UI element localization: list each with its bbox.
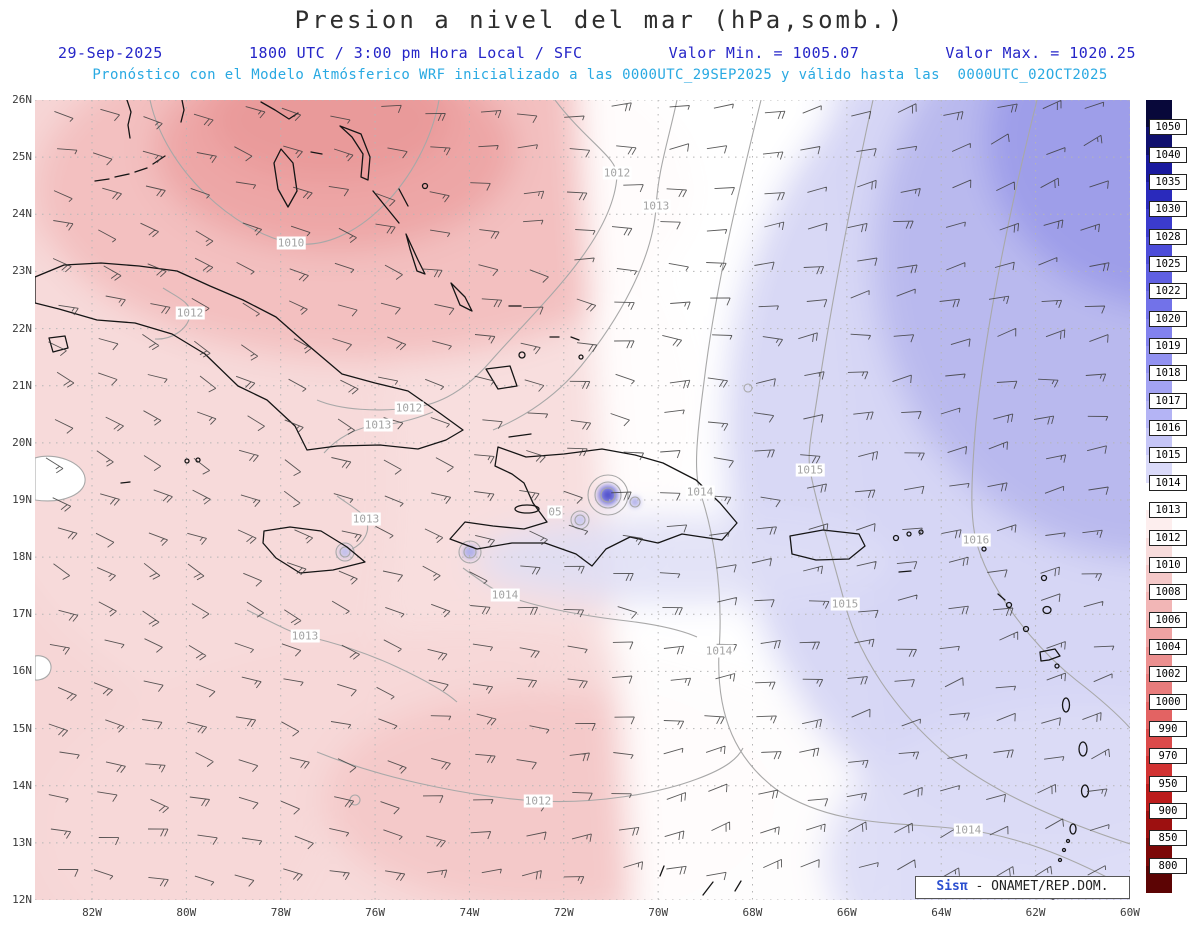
colorbar-tick-label: 1012 [1149,529,1187,546]
colorbar-tick-label: 800 [1149,857,1187,874]
colorbar-tick-label: 1015 [1149,447,1187,464]
lon-axis-label: 66W [836,906,857,919]
lat-axis-label: 13N [12,835,32,849]
wind-barbs [45,100,1115,887]
lat-axis-label: 22N [12,321,32,335]
lat-axis-label: 23N [12,264,32,278]
colorbar [1146,100,1172,893]
lon-axis-label: 78W [270,906,291,919]
pressure-map-svg [35,100,1130,900]
lon-axis-label: 72W [553,906,574,919]
lon-axis-label: 80W [176,906,197,919]
colorbar-tick-label: 1019 [1149,338,1187,355]
lon-axis-label: 74W [459,906,480,919]
colorbar-tick-label: 1030 [1149,201,1187,218]
branding-box: Sisπ - ONAMET/REP.DOM. [915,876,1130,899]
lon-axis-label: 64W [931,906,952,919]
lon-axis-label: 70W [648,906,669,919]
coastlines [35,100,1090,900]
colorbar-tick-label: 1035 [1149,174,1187,191]
lon-axis-label: 60W [1119,906,1140,919]
colorbar-tick-label: 1018 [1149,365,1187,382]
colorbar-tick-label: 1002 [1149,666,1187,683]
brand-sis-text: Sis [936,879,960,894]
lat-axis-label: 14N [12,778,32,792]
colorbar-tick-label: 1022 [1149,283,1187,300]
page-title: Presion a nivel del mar (hPa,somb.) [294,6,906,34]
min-value-label: Valor Min. = 1005.07 [668,44,860,62]
colorbar-tick-label: 1028 [1149,228,1187,245]
lat-axis-label: 25N [12,150,32,164]
brand-pi-symbol: π [959,879,968,894]
lat-axis-label: 26N [12,93,32,106]
model-info-line: Pronóstico con el Modelo Atmósferico WRF… [92,67,1108,83]
colorbar-tick-label: 1008 [1149,584,1187,601]
lat-axis-label: 18N [12,550,32,564]
colorbar-tick-label: 950 [1149,775,1187,792]
wind-barb-glyphs [45,100,1115,887]
lat-axis-label: 17N [12,607,32,621]
colorbar-tick-label: 900 [1149,802,1187,819]
colorbar-tick-label: 1010 [1149,556,1187,573]
lon-axis-label: 68W [742,906,763,919]
lat-axis-label: 24N [12,207,32,221]
colorbar-tick-label: 1040 [1149,146,1187,163]
lon-axis-label: 76W [365,906,385,919]
colorbar-tick-label: 970 [1149,748,1187,765]
max-value-label: Valor Max. = 1020.25 [945,44,1136,62]
colorbar-tick-label: 1050 [1149,119,1187,136]
lat-axis-label: 21N [12,378,32,392]
lat-axis-label: 12N [12,893,32,906]
lat-axis-label: 19N [12,493,32,506]
lat-axis-label: 15N [12,721,32,735]
colorbar-tick-label: 1004 [1149,638,1187,655]
colorbar-tick-label: 1016 [1149,420,1187,437]
lat-axis-label: 20N [12,435,32,449]
colorbar-tick-label: 1014 [1149,474,1187,491]
colorbar-tick-label: 1017 [1149,392,1187,409]
lon-axis-label: 82W [82,906,102,919]
brand-onamet-text: - ONAMET/REP.DOM. [967,879,1109,894]
colorbar-tick-label: 1006 [1149,611,1187,628]
forecast-date: 29-Sep-2025 [58,44,163,62]
lon-axis-label: 62W [1025,906,1046,919]
forecast-time: 1800 UTC / 3:00 pm Hora Local / SFC [248,44,583,62]
header-line: 29-Sep-2025 1800 UTC / 3:00 pm Hora Loca… [58,44,1136,62]
colorbar-tick-label: 1013 [1149,502,1187,519]
colorbar-tick-label: 990 [1149,720,1187,737]
map-area: 1012 1013 1010 1012 1012 1013 1013 1014 1015 1016… [35,100,1130,900]
colorbar-tick-label: 1020 [1149,310,1187,327]
colorbar-tick-label: 850 [1149,830,1187,847]
colorbar-tick-label: 1000 [1149,693,1187,710]
colorbar-tick-label: 1025 [1149,256,1187,273]
graticule-gridlines [35,100,1130,900]
lat-axis-label: 16N [12,664,32,678]
